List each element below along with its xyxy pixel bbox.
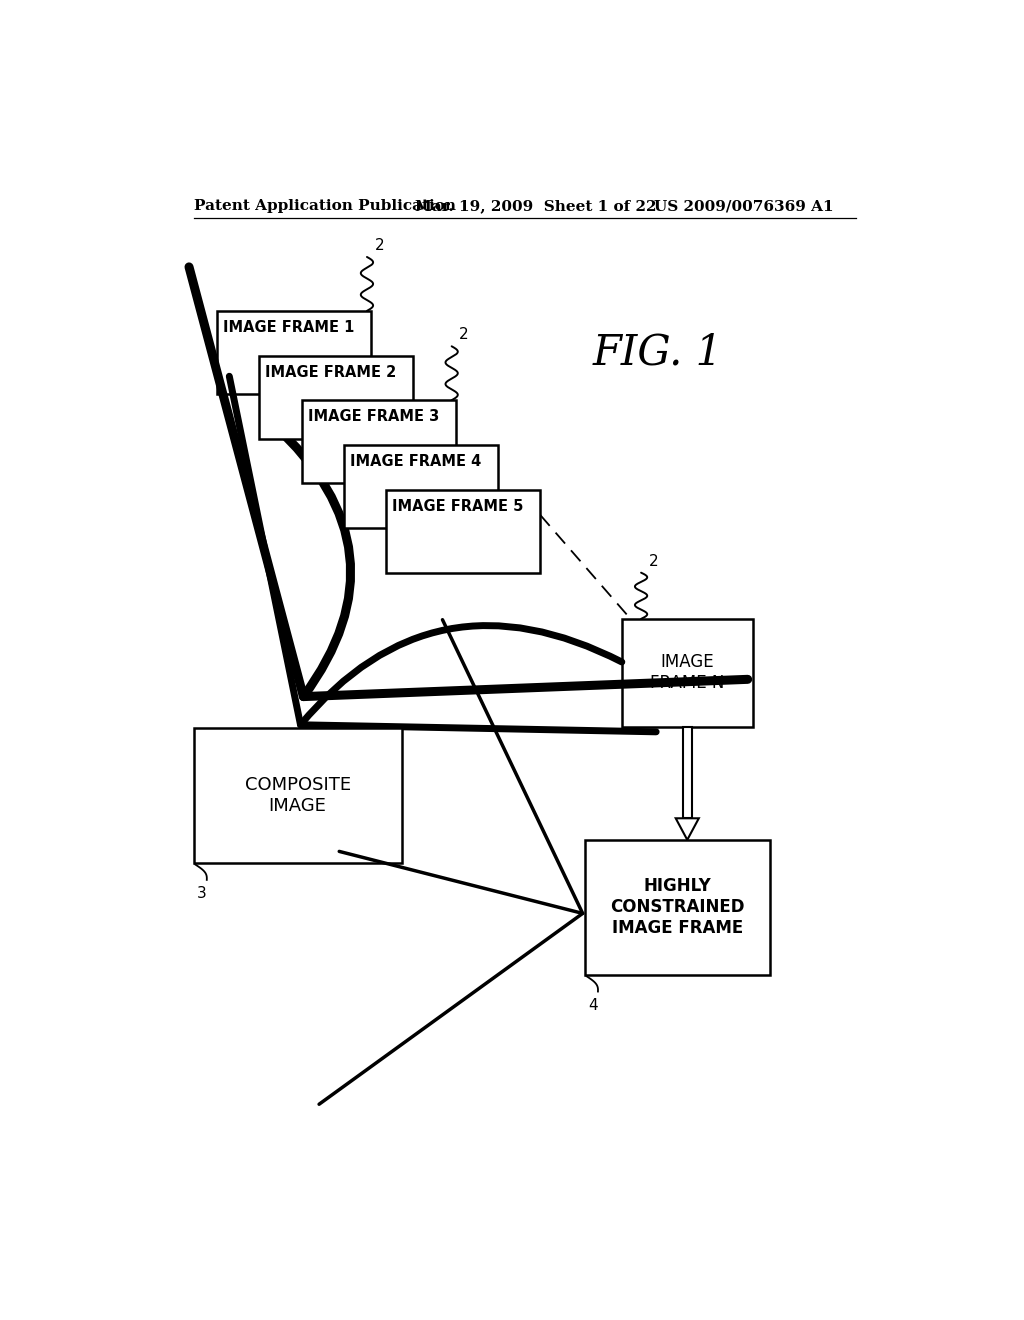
Text: FIG. 1: FIG. 1 [593,331,723,374]
Text: 2: 2 [375,238,384,253]
Text: 4: 4 [588,998,598,1012]
Bar [259,355,413,438]
Text: US 2009/0076369 A1: US 2009/0076369 A1 [654,199,834,213]
Bar [217,312,371,395]
Text: 2: 2 [460,327,469,342]
Text: IMAGE FRAME 3: IMAGE FRAME 3 [307,409,439,425]
Bar [683,726,692,818]
Bar [386,490,541,573]
Bar [622,619,753,726]
Text: IMAGE
FRAME N: IMAGE FRAME N [650,653,724,692]
Text: 3: 3 [197,886,207,902]
Bar [301,400,456,483]
Bar [344,445,498,528]
Text: Mar. 19, 2009  Sheet 1 of 22: Mar. 19, 2009 Sheet 1 of 22 [416,199,657,213]
Text: HIGHLY
CONSTRAINED
IMAGE FRAME: HIGHLY CONSTRAINED IMAGE FRAME [610,878,744,937]
Text: Patent Application Publication: Patent Application Publication [194,199,456,213]
Bar [194,729,401,863]
Polygon shape [676,818,698,840]
Text: IMAGE FRAME 5: IMAGE FRAME 5 [392,499,523,513]
Bar [585,840,770,974]
Text: IMAGE FRAME 4: IMAGE FRAME 4 [350,454,481,469]
Text: IMAGE FRAME 1: IMAGE FRAME 1 [223,321,354,335]
Text: COMPOSITE
IMAGE: COMPOSITE IMAGE [245,776,350,814]
Text: IMAGE FRAME 2: IMAGE FRAME 2 [265,364,396,380]
Text: 2: 2 [649,554,658,569]
